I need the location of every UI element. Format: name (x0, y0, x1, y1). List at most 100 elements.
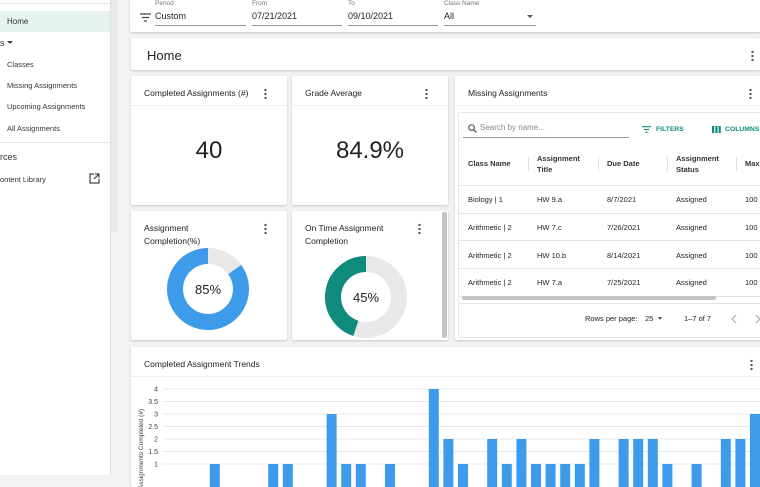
nav-item[interactable]: ontent Library (0, 175, 46, 184)
search-input[interactable]: Search by name... (480, 123, 545, 132)
table-cell: Assigned (676, 278, 707, 288)
trends-card: Completed Assignment Trends 1 1.5 2 2.5 3 3.5 4… (131, 347, 760, 487)
icon (718, 126, 721, 133)
bar (326, 414, 337, 487)
rows-per-page-select[interactable]: 25 (645, 314, 654, 323)
card-title: Assignment Completion(%) (144, 223, 201, 246)
column-separator (667, 157, 668, 171)
page-header: Home (131, 38, 760, 70)
table-cell: 100 (745, 278, 758, 288)
icon (712, 126, 715, 133)
prev-page[interactable] (731, 314, 737, 324)
search-underline (463, 137, 629, 138)
bar (282, 464, 293, 487)
columns-icon (712, 126, 721, 133)
filter-value[interactable]: 07/21/2021 (252, 11, 298, 21)
table-cell: 7/26/2021 (607, 222, 641, 232)
pagination-range: 1–7 of 7 (684, 314, 712, 323)
table-cell: HW 10.b (537, 250, 567, 260)
icon (715, 126, 718, 133)
bar (662, 464, 673, 487)
donut-chart: 45% (325, 256, 407, 338)
rows-per-page-label: Rows per page: (585, 314, 638, 323)
kebab-menu[interactable] (264, 223, 267, 234)
bar (691, 464, 702, 487)
kebab-menu[interactable] (264, 88, 267, 99)
icon (89, 173, 100, 184)
kebab-menu[interactable] (749, 88, 752, 99)
bar (618, 439, 629, 487)
bar (574, 464, 585, 487)
table-cell: Assigned (676, 222, 707, 232)
bar (750, 414, 760, 487)
column-header[interactable]: Class Name (468, 159, 511, 168)
bar (209, 464, 220, 487)
search-icon (468, 124, 477, 133)
next-page[interactable] (755, 314, 760, 324)
sidebar: Home s Classes Missing Assignments Upcoming … (0, 0, 111, 475)
bar (268, 464, 279, 487)
kebab-menu[interactable] (750, 359, 753, 370)
nav-item[interactable]: rces (0, 152, 18, 162)
filter-underline (348, 25, 438, 26)
nav-item[interactable]: Home (7, 17, 29, 26)
pagination-arrows (731, 314, 760, 324)
filter-label: To (348, 0, 355, 7)
columns-button[interactable]: COLUMNS (725, 126, 760, 133)
bar (720, 439, 731, 487)
nav-item[interactable]: Missing Assignments (7, 81, 78, 90)
card-title: On Time Assignment Completion (305, 223, 384, 246)
nav-item[interactable]: Upcoming Assignments (7, 102, 86, 111)
dropdown-arrow (658, 317, 662, 320)
divider (0, 3, 110, 4)
bar (443, 439, 454, 487)
filter-value[interactable]: 09/10/2021 (348, 11, 394, 21)
table-cell: Arithmetic | 2 (468, 250, 512, 260)
column-header[interactable]: Assignment Status (676, 154, 719, 174)
divider (292, 105, 448, 106)
bar (545, 464, 556, 487)
filters-button[interactable]: FILTERS (656, 126, 684, 133)
bar (487, 439, 498, 487)
y-tick-label: 4 (154, 387, 158, 394)
filter-value[interactable]: All (444, 11, 455, 21)
kebab-menu[interactable] (425, 88, 428, 99)
kebab-menu[interactable] (418, 223, 421, 234)
bar (385, 464, 395, 487)
table-cell: Biology | 1 (468, 195, 503, 204)
donut-arc (167, 248, 249, 330)
nav-item[interactable]: s (0, 38, 5, 48)
filter-value[interactable]: Custom (155, 11, 187, 21)
table-cell: 100 (745, 250, 758, 260)
divider (459, 303, 760, 304)
y-tick-label: 1.5 (148, 449, 158, 456)
y-tick-label: 2.5 (148, 424, 158, 431)
table-cell: 8/14/2021 (607, 250, 641, 260)
column-header[interactable]: Max (745, 159, 760, 168)
filter-icon (140, 13, 151, 22)
column-separator (598, 157, 599, 171)
nav-item[interactable]: Classes (7, 60, 34, 69)
y-tick-label: 3 (154, 412, 158, 419)
bar-chart: 1 1.5 2 2.5 3 3.5 4 Assignments Completed (#) (138, 387, 760, 487)
filter-underline (444, 25, 536, 26)
divider (0, 142, 110, 143)
bar (560, 464, 571, 487)
table-cell: 7/25/2021 (607, 278, 641, 288)
table-cell: Arithmetic | 2 (468, 222, 512, 232)
header-title: Home (147, 48, 182, 63)
external-link-icon (89, 173, 100, 184)
card-title: Missing Assignments (468, 88, 548, 98)
column-header[interactable]: Assignment Title (537, 154, 580, 174)
nav-item[interactable]: All Assignments (7, 124, 60, 133)
bar (633, 439, 644, 487)
kebab-menu[interactable] (751, 50, 754, 61)
y-tick-label: 3.5 (148, 399, 158, 406)
row-line (459, 212, 760, 214)
dropdown-arrow (527, 15, 533, 18)
stat-value: 84.9% (335, 137, 405, 164)
column-header[interactable]: Due Date (607, 159, 640, 168)
missing-assignments-card: Missing Assignments Search by name... FILT… (455, 76, 760, 340)
bar (341, 464, 352, 487)
card-title: Grade Average (305, 88, 363, 98)
